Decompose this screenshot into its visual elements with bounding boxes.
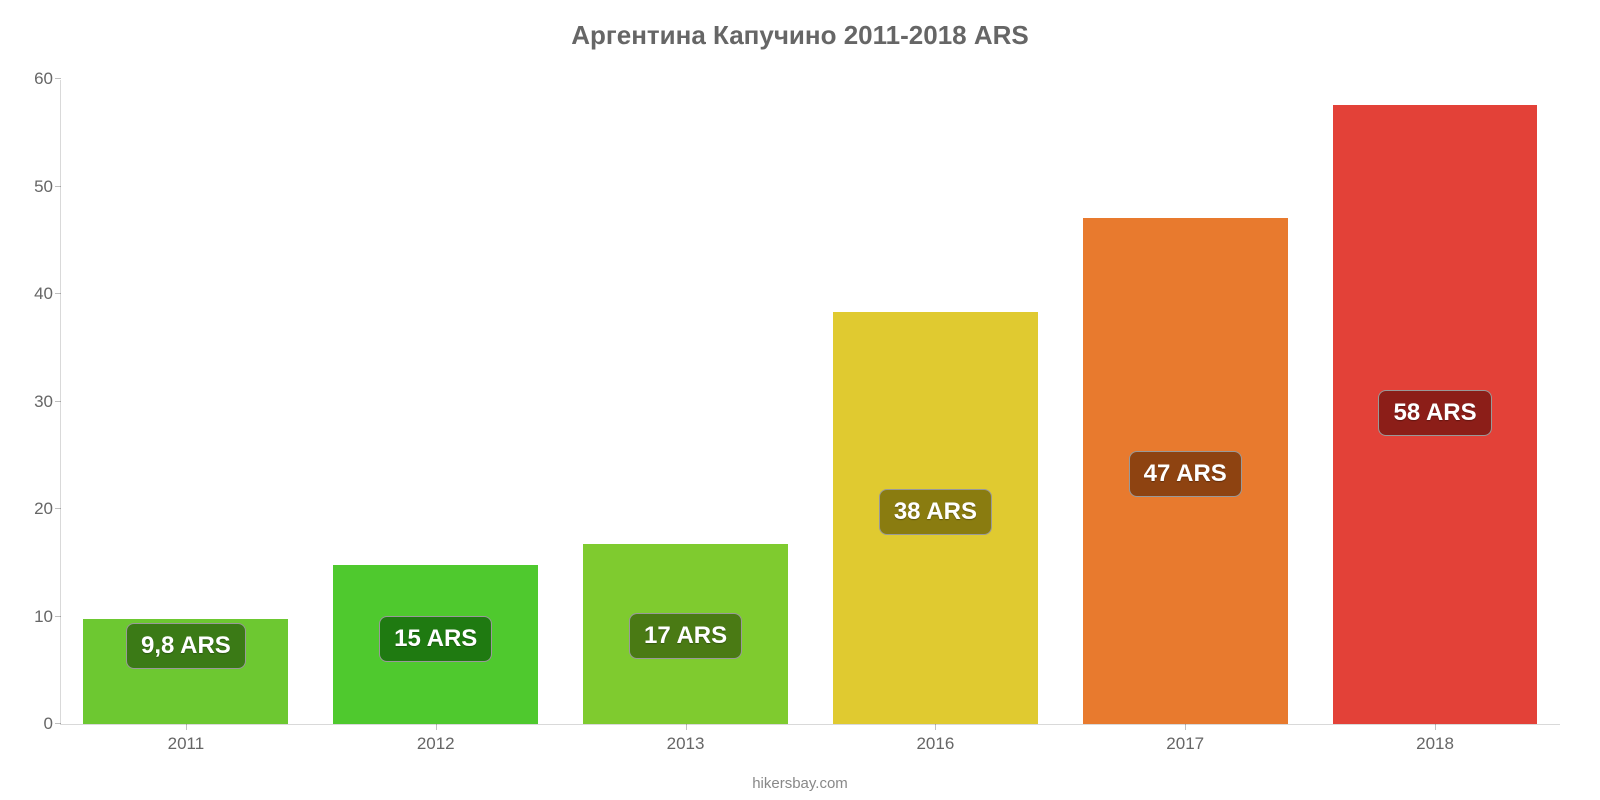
value-badge: 47 ARS (1129, 451, 1242, 497)
bar: 58 ARS (1333, 105, 1538, 724)
y-tick-mark (55, 616, 61, 617)
x-tick-mark (436, 724, 437, 730)
value-badge: 38 ARS (879, 489, 992, 535)
bar-slot: 17 ARS2013 (561, 80, 811, 724)
x-tick-label: 2012 (417, 734, 455, 754)
x-tick-mark (686, 724, 687, 730)
x-tick-mark (935, 724, 936, 730)
bar-slot: 9,8 ARS2011 (61, 80, 311, 724)
bar: 15 ARS (333, 565, 538, 724)
y-tick-mark (55, 508, 61, 509)
x-tick-label: 2016 (916, 734, 954, 754)
value-badge: 15 ARS (379, 616, 492, 662)
y-tick-label: 30 (34, 392, 53, 412)
x-tick-mark (1185, 724, 1186, 730)
y-tick-label: 60 (34, 69, 53, 89)
chart-container: Аргентина Капучино 2011-2018 ARS 9,8 ARS… (0, 0, 1600, 800)
x-tick-label: 2017 (1166, 734, 1204, 754)
bar: 9,8 ARS (83, 619, 288, 724)
value-badge: 17 ARS (629, 613, 742, 659)
bars-row: 9,8 ARS201115 ARS201217 ARS201338 ARS201… (61, 80, 1560, 724)
chart-title: Аргентина Капучино 2011-2018 ARS (0, 20, 1600, 51)
plot-area: 9,8 ARS201115 ARS201217 ARS201338 ARS201… (60, 80, 1560, 725)
bar: 38 ARS (833, 312, 1038, 724)
y-tick-mark (55, 186, 61, 187)
y-tick-mark (55, 723, 61, 724)
y-tick-label: 20 (34, 499, 53, 519)
y-tick-label: 10 (34, 607, 53, 627)
x-tick-label: 2011 (168, 734, 205, 754)
y-tick-label: 50 (34, 177, 53, 197)
x-tick-mark (186, 724, 187, 730)
x-tick-label: 2018 (1416, 734, 1454, 754)
y-tick-mark (55, 78, 61, 79)
bar-slot: 58 ARS2018 (1310, 80, 1560, 724)
bar: 17 ARS (583, 544, 788, 724)
value-badge: 9,8 ARS (126, 623, 246, 669)
value-badge: 58 ARS (1378, 390, 1491, 436)
bar-slot: 38 ARS2016 (810, 80, 1060, 724)
bar-slot: 47 ARS2017 (1060, 80, 1310, 724)
x-tick-mark (1435, 724, 1436, 730)
y-tick-mark (55, 293, 61, 294)
y-tick-mark (55, 401, 61, 402)
bar: 47 ARS (1083, 218, 1288, 724)
y-tick-label: 0 (44, 714, 53, 734)
attribution: hikersbay.com (0, 775, 1600, 792)
y-tick-label: 40 (34, 284, 53, 304)
bar-slot: 15 ARS2012 (311, 80, 561, 724)
x-tick-label: 2013 (667, 734, 705, 754)
